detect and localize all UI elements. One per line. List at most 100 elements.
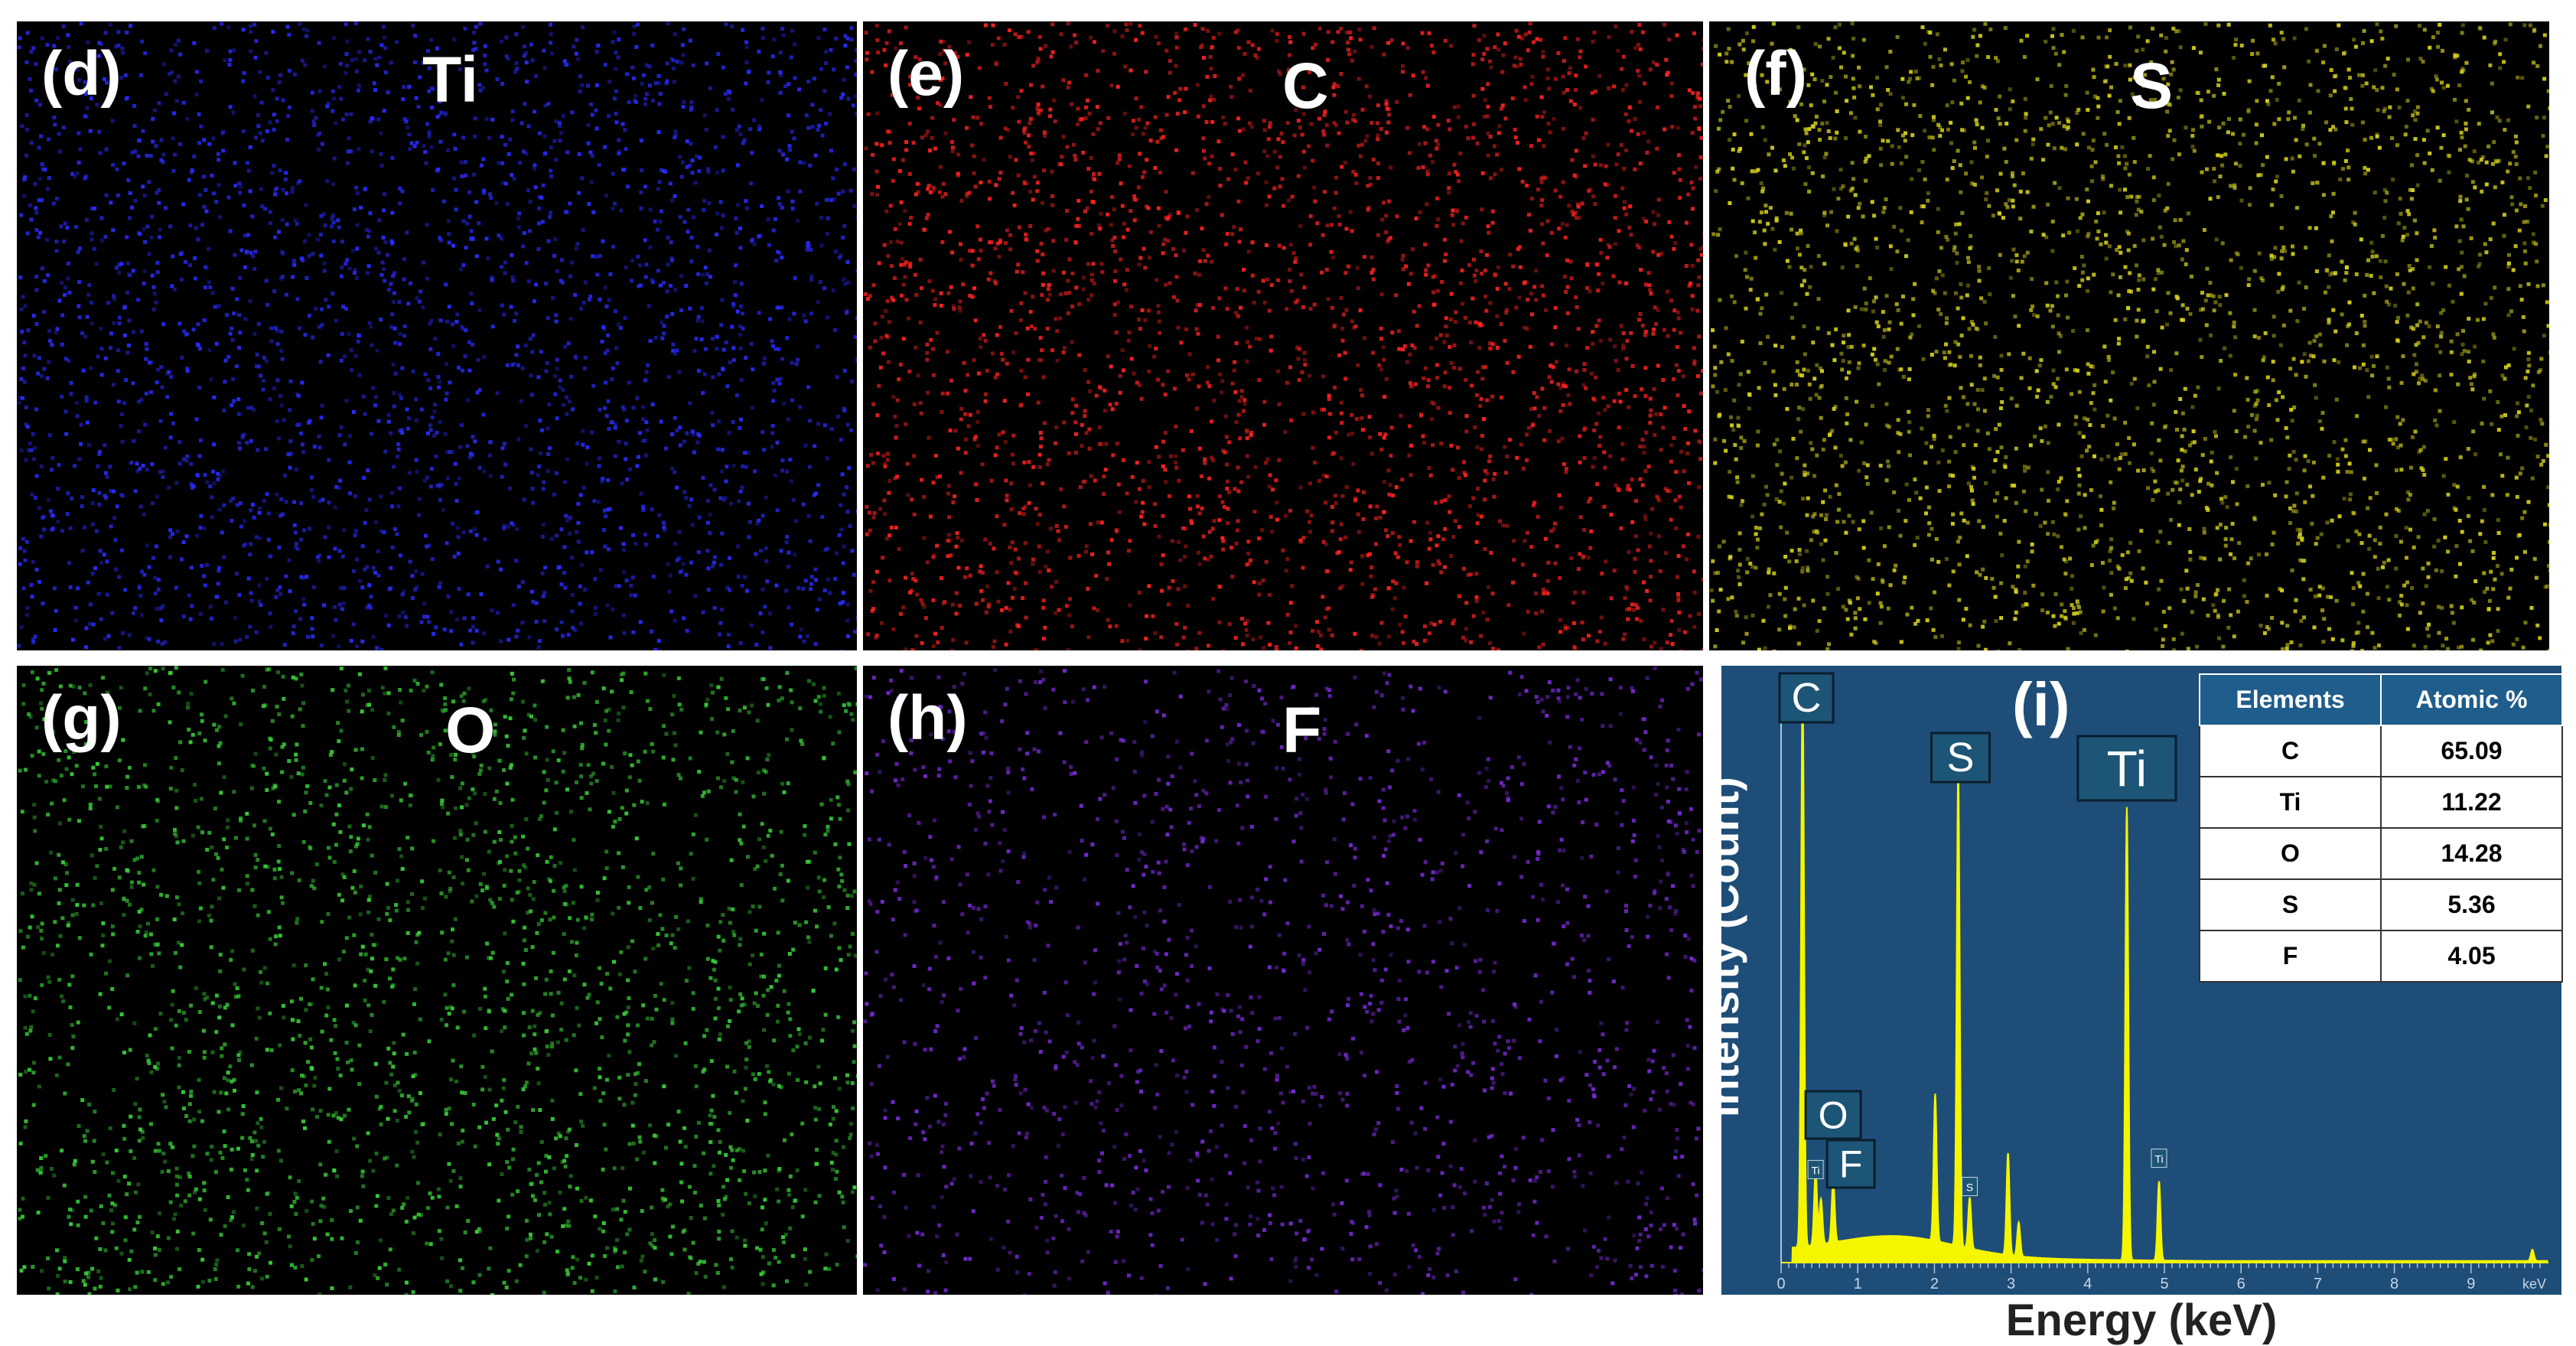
map-pixel: [536, 247, 540, 251]
map-pixel: [1692, 187, 1695, 191]
map-pixel: [155, 261, 159, 265]
map-pixel: [1245, 429, 1249, 432]
map-pixel: [1413, 346, 1417, 350]
map-pixel: [536, 646, 540, 650]
map-pixel: [1544, 537, 1548, 541]
map-pixel: [43, 279, 47, 283]
map-pixel: [1454, 320, 1457, 324]
map-pixel: [842, 561, 845, 565]
map-pixel: [1231, 152, 1235, 156]
map-pixel: [780, 549, 783, 552]
map-pixel: [808, 419, 812, 422]
map-pixel: [319, 233, 323, 236]
map-pixel: [1617, 368, 1620, 372]
map-pixel: [1605, 256, 1609, 259]
map-pixel: [1198, 562, 1202, 566]
map-pixel: [430, 145, 434, 149]
map-pixel: [1669, 518, 1673, 522]
map-pixel: [969, 574, 972, 578]
map-pixel: [1036, 259, 1040, 262]
map-pixel: [464, 27, 467, 31]
map-pixel: [531, 501, 535, 505]
map-pixel: [1542, 175, 1545, 179]
map-pixel: [1238, 129, 1242, 133]
map-pixel: [1288, 641, 1291, 645]
map-pixel: [99, 327, 103, 331]
map-pixel: [273, 188, 277, 192]
map-pixel: [739, 418, 743, 422]
map-pixel: [1575, 149, 1578, 153]
map-pixel: [1080, 423, 1084, 427]
map-pixel: [1333, 324, 1337, 328]
map-pixel: [1340, 494, 1344, 498]
map-pixel: [1040, 481, 1044, 485]
map-pixel: [1389, 483, 1392, 487]
map-pixel: [1165, 113, 1169, 117]
map-pixel: [1324, 569, 1328, 573]
map-pixel: [1084, 106, 1088, 109]
map-pixel: [47, 360, 50, 364]
map-pixel: [826, 232, 829, 236]
map-pixel: [338, 549, 342, 553]
map-pixel: [1357, 28, 1361, 31]
map-pixel: [301, 59, 304, 63]
map-pixel: [871, 609, 874, 613]
map-pixel: [689, 259, 693, 263]
map-pixel: [1086, 380, 1090, 384]
map-pixel: [411, 24, 415, 28]
map-pixel: [106, 475, 109, 479]
map-pixel: [996, 600, 1000, 604]
map-pixel: [352, 410, 356, 414]
map-pixel: [630, 279, 633, 282]
map-pixel: [1044, 44, 1047, 48]
map-pixel: [1236, 116, 1240, 120]
map-pixel: [288, 106, 291, 109]
map-pixel: [887, 491, 891, 495]
map-pixel: [243, 266, 247, 269]
map-pixel: [62, 240, 66, 243]
map-pixel: [1131, 132, 1135, 136]
map-pixel: [174, 43, 177, 47]
map-pixel: [1103, 409, 1107, 412]
map-pixel: [521, 580, 525, 584]
map-pixel: [1339, 27, 1343, 31]
map-pixel: [1511, 581, 1515, 585]
map-pixel: [359, 206, 363, 210]
map-pixel: [1161, 383, 1164, 386]
map-pixel: [1564, 624, 1568, 628]
map-pixel: [981, 598, 985, 602]
map-pixel: [537, 207, 541, 210]
map-pixel: [490, 279, 493, 282]
map-pixel: [311, 252, 314, 256]
map-pixel: [24, 154, 28, 158]
map-pixel: [786, 605, 790, 609]
map-pixel: [424, 161, 428, 165]
map-pixel: [1515, 65, 1519, 69]
map-pixel: [1011, 461, 1015, 465]
map-pixel: [420, 621, 424, 624]
map-pixel: [243, 71, 246, 75]
map-pixel: [142, 513, 146, 517]
map-pixel: [448, 305, 451, 308]
map-pixel: [434, 455, 438, 458]
map-pixel: [721, 213, 725, 217]
map-pixel: [128, 273, 132, 277]
map-pixel: [1014, 571, 1018, 575]
map-pixel: [1265, 243, 1268, 247]
map-pixel: [1340, 412, 1343, 416]
map-pixel: [1553, 325, 1557, 329]
map-pixel: [387, 288, 391, 292]
map-pixel: [1530, 82, 1534, 86]
map-pixel: [1090, 272, 1094, 276]
map-pixel: [233, 616, 237, 620]
map-pixel: [384, 614, 388, 618]
map-pixel: [471, 640, 475, 644]
map-pixel: [390, 240, 394, 243]
map-pixel: [500, 236, 503, 240]
map-pixel: [625, 72, 629, 76]
map-pixel: [472, 173, 476, 177]
map-pixel: [138, 594, 142, 598]
map-pixel: [1090, 552, 1094, 556]
map-pixel: [1017, 120, 1021, 124]
map-pixel: [1345, 121, 1349, 125]
